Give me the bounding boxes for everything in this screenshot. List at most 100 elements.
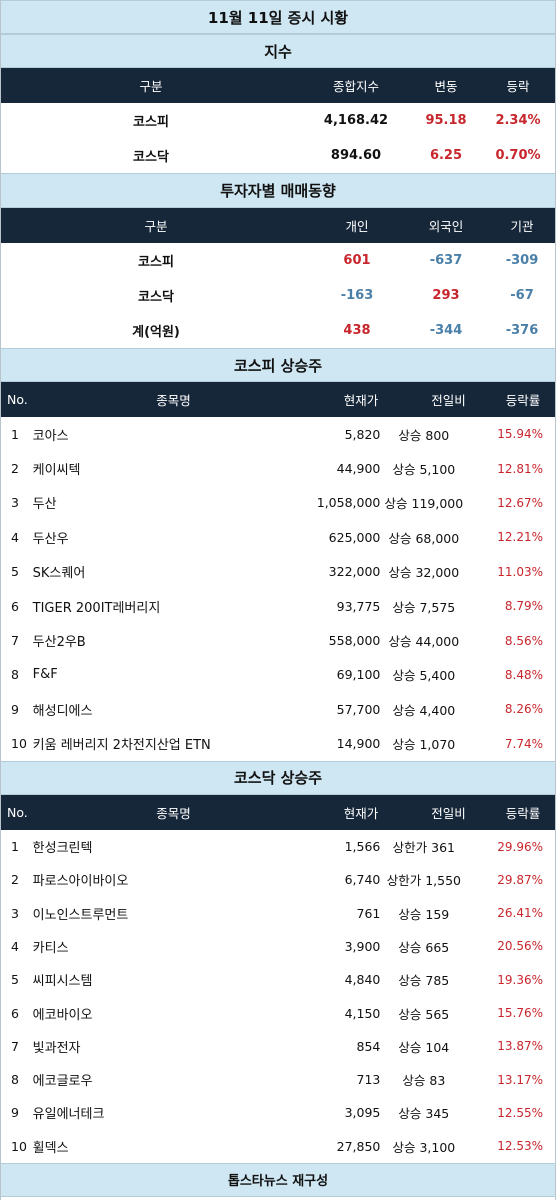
investor-col-foreign: 외국인 bbox=[428, 219, 464, 234]
stock-diff: 상승 159 bbox=[398, 906, 450, 922]
page-title: 11월 11일 증시 시황 bbox=[1, 0, 555, 34]
stock-name: 키움 레버리지 2차전지산업 ETN bbox=[32, 738, 211, 754]
stock-rank: 5 bbox=[11, 564, 19, 580]
stock-row: 8 F&F 69,100 상승 5,400 8.48% bbox=[1, 657, 555, 693]
investor-row-name: 계(억원) bbox=[132, 325, 180, 340]
stock-row: 6 에코바이오 4,150 상승 565 15.76% bbox=[1, 996, 555, 1030]
stock-diff: 상승 44,000 bbox=[388, 634, 460, 650]
stock-diff: 상승 1,070 bbox=[392, 737, 456, 753]
stock-row: 4 카티스 3,900 상승 665 20.56% bbox=[1, 929, 555, 964]
stock-rate: 12.21% bbox=[497, 530, 543, 545]
stock-row: 10 키움 레버리지 2차전지산업 ETN 14,900 상승 1,070 7.74% bbox=[1, 726, 555, 761]
stock-name: 해성디에스 bbox=[32, 703, 93, 719]
index-row-change: 95.18 bbox=[425, 113, 467, 128]
investor-row-institution: -309 bbox=[505, 253, 539, 268]
stock-price: 3,095 bbox=[344, 1105, 381, 1121]
stock-rank: 4 bbox=[11, 938, 19, 954]
stock-row: 10 휠덱스 27,850 상승 3,100 12.53% bbox=[1, 1129, 555, 1163]
stock-rank: 1 bbox=[11, 426, 19, 442]
stock-diff: 상승 5,400 bbox=[392, 668, 456, 684]
investor-row-institution: -67 bbox=[510, 288, 534, 303]
kosdaq-gainers-list: 1 한성크린텍 1,566 상한가 361 29.96% 2 파로스아이바이오 6,740 상한… bbox=[1, 829, 555, 1163]
stock-row: 1 코아스 5,820 상승 800 15.94% bbox=[1, 417, 555, 452]
index-section-heading-text: 지수 bbox=[264, 42, 292, 61]
stock-diff: 상승 785 bbox=[398, 973, 450, 989]
investor-row-total: 계(억원) 438 -344 -376 bbox=[1, 313, 555, 348]
investor-section-heading: 투자자별 매매동향 bbox=[1, 173, 555, 208]
footer-credit: 톱스타뉴스 재구성 bbox=[1, 1162, 555, 1197]
kospi-col-no: No. bbox=[7, 392, 28, 407]
stock-rate: 11.03% bbox=[497, 564, 543, 579]
index-col-change: 변동 bbox=[434, 79, 458, 94]
stock-diff: 상승 32,000 bbox=[388, 565, 460, 581]
stock-name: 에코글로우 bbox=[32, 1074, 93, 1090]
stock-rate: 7.74% bbox=[504, 736, 543, 751]
stock-price: 713 bbox=[356, 1072, 381, 1088]
investor-table-header: 구분 개인 외국인 기관 bbox=[1, 208, 555, 243]
stock-rate: 8.48% bbox=[504, 667, 543, 682]
investor-row-foreign: -637 bbox=[429, 253, 463, 268]
kospi-gainers-heading-text: 코스피 상승주 bbox=[233, 356, 323, 375]
stock-row: 4 두산우 625,000 상승 68,000 12.21% bbox=[1, 520, 555, 555]
stock-price: 93,775 bbox=[336, 598, 381, 614]
kospi-table-header: No. 종목명 현재가 전일비 등락률 bbox=[1, 382, 555, 417]
stock-diff: 상승 68,000 bbox=[388, 530, 460, 546]
stock-row: 7 두산2우B 558,000 상승 44,000 8.56% bbox=[1, 623, 555, 658]
stock-diff: 상승 7,575 bbox=[392, 599, 456, 615]
stock-rate: 13.87% bbox=[497, 1039, 543, 1054]
stock-row: 2 케이씨텍 44,900 상승 5,100 12.81% bbox=[1, 451, 555, 486]
index-row-rate: 2.34% bbox=[495, 113, 541, 128]
stock-rate: 29.96% bbox=[497, 839, 543, 854]
stock-price: 1,058,000 bbox=[316, 495, 381, 511]
stock-name: SK스퀘어 bbox=[32, 566, 86, 582]
investor-col-category: 구분 bbox=[144, 219, 168, 234]
kosdaq-table-header: No. 종목명 현재가 전일비 등락률 bbox=[1, 794, 555, 830]
kosdaq-col-name: 종목명 bbox=[156, 805, 191, 821]
stock-price: 69,100 bbox=[336, 667, 381, 683]
page-title-text: 11월 11일 증시 시황 bbox=[207, 8, 349, 27]
stock-name: 한성크린텍 bbox=[32, 841, 93, 857]
index-row-value: 894.60 bbox=[330, 148, 382, 163]
stock-rank: 2 bbox=[11, 872, 19, 888]
stock-row: 1 한성크린텍 1,566 상한가 361 29.96% bbox=[1, 829, 555, 864]
stock-name: 코아스 bbox=[32, 428, 69, 444]
stock-name: 휠덱스 bbox=[32, 1140, 69, 1156]
stock-price: 4,150 bbox=[344, 1005, 381, 1021]
stock-price: 322,000 bbox=[328, 564, 381, 580]
index-row-value: 4,168.42 bbox=[323, 113, 389, 128]
investor-row-foreign: 293 bbox=[432, 288, 460, 303]
stock-row: 9 유일에너테크 3,095 상승 345 12.55% bbox=[1, 1096, 555, 1130]
stock-rate: 20.56% bbox=[497, 939, 543, 954]
stock-name: 카티스 bbox=[32, 940, 69, 956]
stock-row: 5 SK스퀘어 322,000 상승 32,000 11.03% bbox=[1, 554, 555, 589]
stock-row: 5 씨피시스템 4,840 상승 785 19.36% bbox=[1, 963, 555, 997]
stock-price: 44,900 bbox=[336, 461, 381, 477]
stock-price: 27,850 bbox=[336, 1138, 381, 1154]
stock-diff: 상승 104 bbox=[398, 1039, 450, 1055]
kospi-col-rate: 등락률 bbox=[505, 393, 541, 408]
stock-rank: 6 bbox=[11, 598, 19, 614]
index-row-change: 6.25 bbox=[429, 148, 463, 163]
index-col-composite: 종합지수 bbox=[332, 79, 379, 94]
index-row-name: 코스닥 bbox=[133, 150, 169, 165]
stock-name: 파로스아이바이오 bbox=[32, 874, 129, 890]
index-row-rate: 0.70% bbox=[495, 148, 541, 163]
index-row-name: 코스피 bbox=[133, 115, 169, 130]
stock-name: TIGER 200IT레버리지 bbox=[32, 600, 161, 616]
stock-name: 유일에너테크 bbox=[32, 1107, 105, 1123]
stock-row: 7 빛과전자 854 상승 104 13.87% bbox=[1, 1029, 555, 1063]
investor-row-kosdaq: 코스닥 -163 293 -67 bbox=[1, 278, 555, 313]
stock-rank: 3 bbox=[11, 495, 19, 511]
investor-row-kospi: 코스피 601 -637 -309 bbox=[1, 243, 555, 278]
stock-rate: 8.56% bbox=[504, 633, 543, 648]
stock-rank: 7 bbox=[11, 633, 19, 649]
stock-rank: 8 bbox=[11, 667, 19, 683]
stock-rank: 5 bbox=[11, 972, 19, 988]
stock-diff: 상한가 361 bbox=[392, 840, 456, 856]
stock-rank: 10 bbox=[11, 736, 27, 752]
investor-row-institution: -376 bbox=[505, 323, 539, 338]
stock-rank: 4 bbox=[11, 529, 19, 545]
stock-price: 4,840 bbox=[344, 972, 381, 988]
index-section-heading: 지수 bbox=[1, 34, 555, 68]
